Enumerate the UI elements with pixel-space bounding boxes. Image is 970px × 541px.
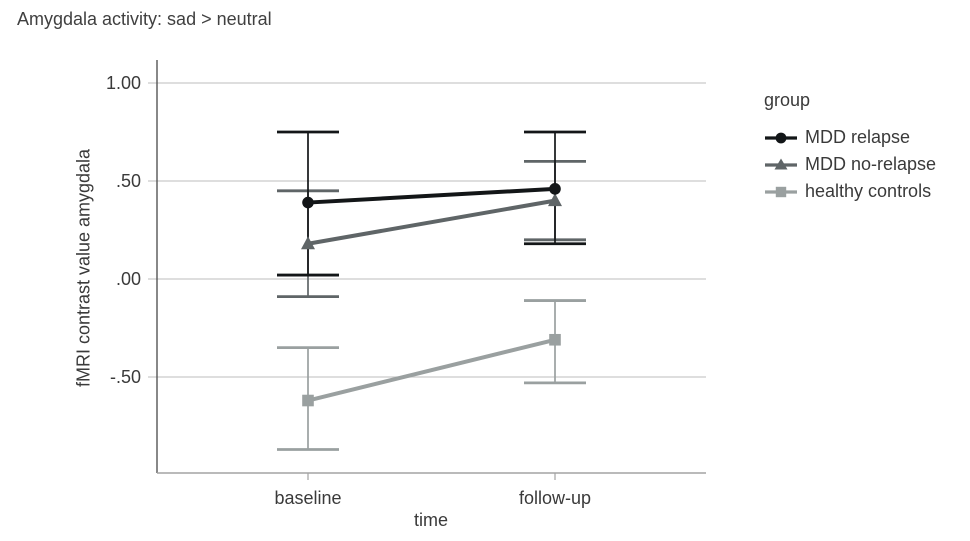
legend-item-mdd-no-relapse: MDD no-relapse <box>764 151 936 178</box>
mdd-relapse-marker-circle-icon <box>549 183 561 195</box>
legend-items: MDD relapse MDD no-relapse healthy control… <box>764 124 936 205</box>
healthy-controls-marker-square-icon <box>549 333 561 346</box>
y-tick-label: 1.00 <box>106 73 141 93</box>
legend-marker-square-icon <box>765 186 797 197</box>
legend-item-healthy-controls: healthy controls <box>764 178 936 205</box>
x-tick-label: baseline <box>274 488 341 508</box>
y-tick-label: .50 <box>116 171 141 191</box>
legend-marker-circle-icon <box>765 132 797 143</box>
legend-label-mdd-relapse: MDD relapse <box>805 127 911 147</box>
legend-label-healthy-controls: healthy controls <box>805 181 932 201</box>
y-axis-label: fMRI contrast value amygdala <box>73 148 94 388</box>
mdd-no-relapse-marker-triangle-icon <box>548 193 562 207</box>
healthy-controls-marker-square-icon <box>302 394 314 407</box>
mdd-no-relapse-marker-triangle-icon <box>301 236 315 250</box>
x-axis-label: time <box>413 510 449 530</box>
series-line-healthy-controls <box>307 337 556 403</box>
mdd-relapse-marker-circle-icon <box>302 196 314 209</box>
legend-item-mdd-relapse: MDD relapse <box>764 124 936 151</box>
y-tick-label: .00 <box>116 269 141 289</box>
legend-title: group <box>764 90 811 110</box>
legend-label-mdd-no-relapse: MDD no-relapse <box>805 154 937 174</box>
series-line-mdd-no-relapse <box>307 198 556 246</box>
x-tick-label: follow-up <box>519 488 591 508</box>
legend-marker-triangle-icon <box>765 158 797 169</box>
chart-title: Amygdala activity: sad > neutral <box>17 9 272 29</box>
legend: group MDD relapse MDD no-relapse healthy c… <box>764 90 936 205</box>
series-line-mdd-relapse <box>307 186 556 205</box>
y-tick-label: -.50 <box>110 367 141 387</box>
